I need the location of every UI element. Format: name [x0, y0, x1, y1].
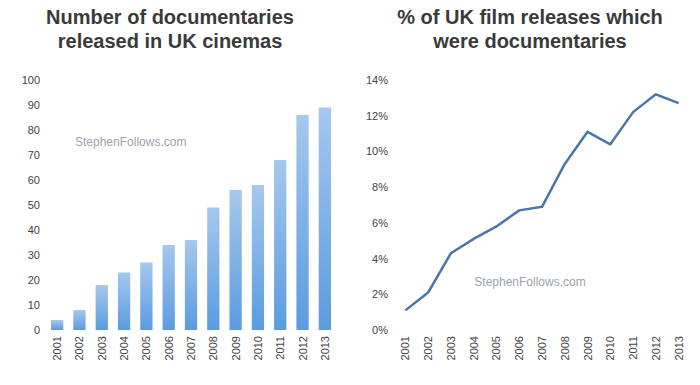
x-tick-label: 2009 [230, 336, 242, 360]
x-tick-label: 2003 [96, 336, 108, 360]
y-tick-label: 0 [34, 324, 40, 336]
bar [207, 208, 219, 331]
x-tick-label: 2011 [627, 336, 639, 360]
x-tick-label: 2012 [297, 336, 309, 360]
y-tick-label: 80 [28, 124, 40, 136]
watermark: StephenFollows.com [474, 275, 585, 289]
y-tick-label: 100 [22, 74, 40, 86]
x-tick-label: 2002 [422, 336, 434, 360]
y-tick-label: 0% [372, 324, 388, 336]
x-tick-label: 2007 [536, 336, 548, 360]
y-tick-label: 10 [28, 299, 40, 311]
x-tick-label: 2010 [604, 336, 616, 360]
x-tick-label: 2001 [51, 336, 63, 360]
y-tick-label: 60 [28, 174, 40, 186]
x-tick-label: 2013 [319, 336, 331, 360]
x-tick-label: 2001 [399, 336, 411, 360]
chart-title: Number of documentariesreleased in UK ci… [46, 6, 294, 52]
y-tick-label: 8% [372, 181, 388, 193]
x-tick-label: 2010 [252, 336, 264, 360]
y-tick-label: 40 [28, 224, 40, 236]
y-tick-label: 50 [28, 199, 40, 211]
bar [51, 320, 63, 330]
bar [73, 310, 85, 330]
x-tick-label: 2003 [445, 336, 457, 360]
chart-bar: Number of documentariesreleased in UK ci… [22, 6, 331, 360]
chart-canvas: Number of documentariesreleased in UK ci… [0, 0, 700, 385]
plot-area [51, 108, 331, 331]
x-tick-label: 2007 [185, 336, 197, 360]
x-tick-label: 2008 [559, 336, 571, 360]
x-tick-label: 2013 [673, 336, 685, 360]
y-tick-label: 6% [372, 217, 388, 229]
plot-area [405, 94, 678, 310]
x-tick-label: 2005 [140, 336, 152, 360]
bar [252, 185, 264, 330]
y-tick-label: 70 [28, 149, 40, 161]
chart-title: % of UK film releases whichwere document… [397, 6, 663, 52]
x-tick-label: 2012 [650, 336, 662, 360]
x-tick-label: 2006 [163, 336, 175, 360]
line [405, 94, 678, 310]
x-tick-label: 2005 [490, 336, 502, 360]
bar [118, 273, 130, 331]
x-tick-label: 2002 [73, 336, 85, 360]
y-tick-label: 4% [372, 253, 388, 265]
x-tick-label: 2011 [274, 336, 286, 360]
bar [185, 240, 197, 330]
title-line: % of UK film releases which [397, 6, 663, 28]
bar [96, 285, 108, 330]
chart-line: % of UK film releases whichwere document… [366, 6, 685, 360]
bar [140, 263, 152, 331]
x-tick-label: 2004 [468, 336, 480, 360]
y-tick-label: 12% [366, 110, 388, 122]
y-tick-label: 10% [366, 145, 388, 157]
title-line: released in UK cinemas [58, 30, 283, 52]
title-line: Number of documentaries [46, 6, 294, 28]
title-line: were documentaries [432, 30, 626, 52]
y-tick-label: 90 [28, 99, 40, 111]
bar [163, 245, 175, 330]
y-tick-label: 2% [372, 288, 388, 300]
bar [319, 108, 331, 331]
x-tick-label: 2009 [582, 336, 594, 360]
bar [229, 190, 241, 330]
bar [274, 160, 286, 330]
x-tick-label: 2004 [118, 336, 130, 360]
y-tick-label: 30 [28, 249, 40, 261]
x-tick-label: 2008 [207, 336, 219, 360]
x-tick-label: 2006 [513, 336, 525, 360]
bar [296, 115, 308, 330]
y-tick-label: 20 [28, 274, 40, 286]
watermark: StephenFollows.com [75, 135, 186, 149]
y-tick-label: 14% [366, 74, 388, 86]
